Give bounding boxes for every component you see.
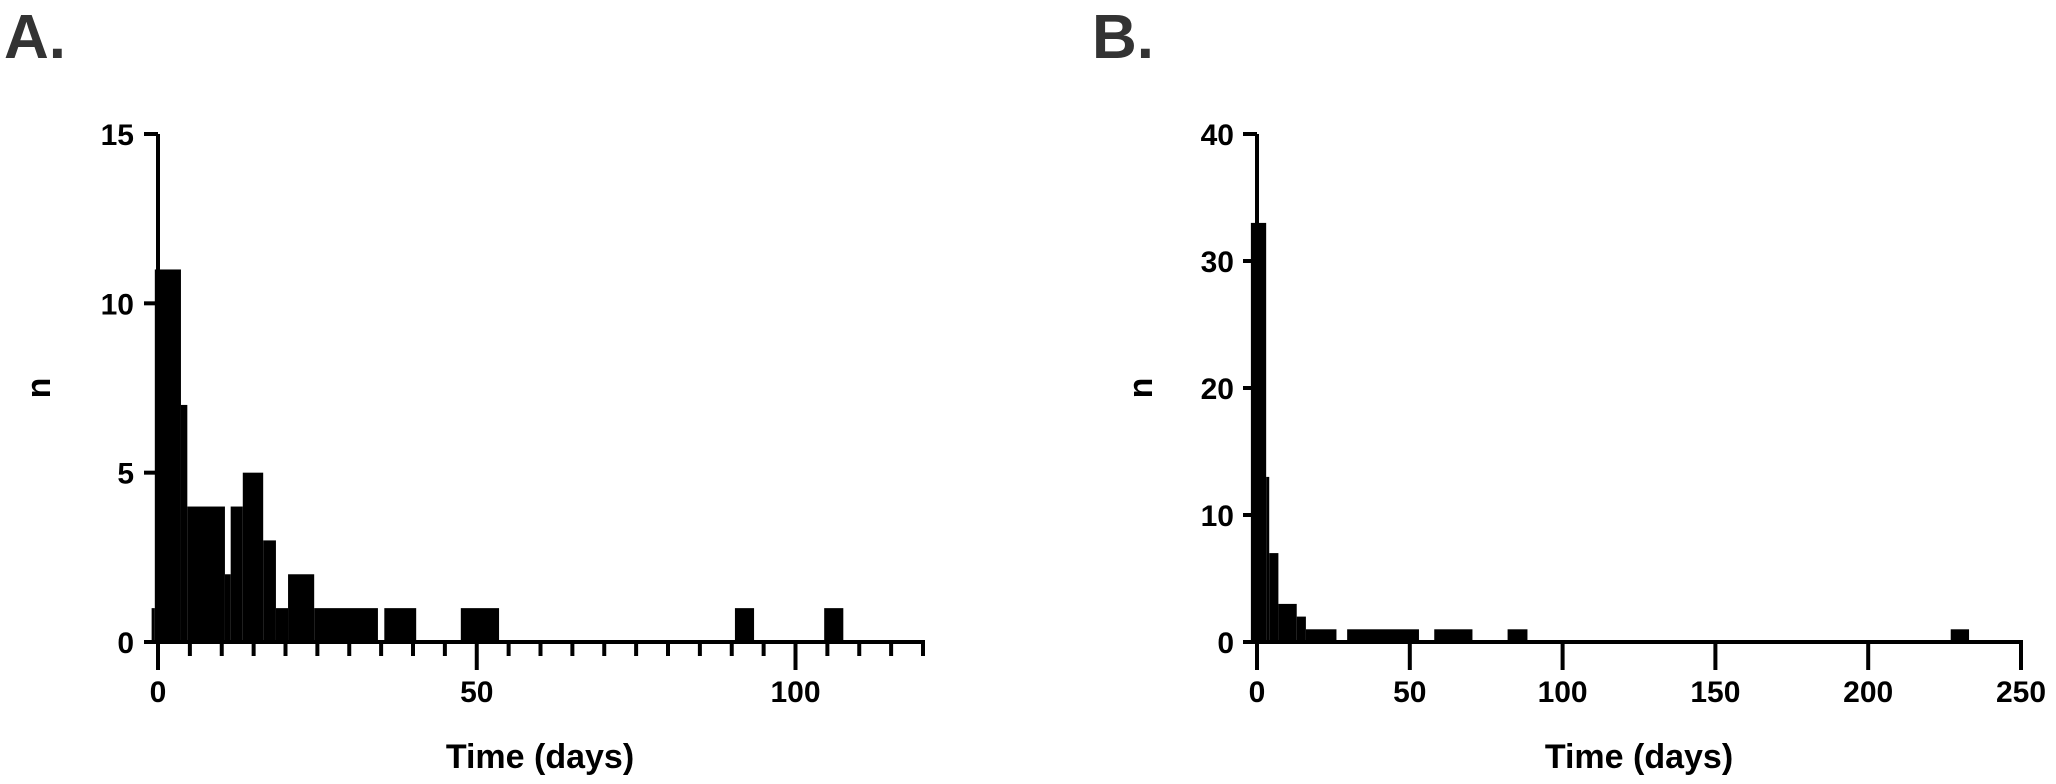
y-axis-title: n	[20, 378, 58, 399]
histogram-bar	[263, 540, 276, 642]
y-tick-label: 5	[117, 458, 134, 491]
x-tick-label: 250	[1996, 676, 2046, 709]
panel-a-time-histogram: A. 0 5 10 15 0 50 100 Time (days) n	[4, 3, 925, 776]
histogram-bar	[460, 608, 500, 642]
y-axis-title: n	[1122, 378, 1160, 399]
y-tick-label: 40	[1201, 119, 1234, 152]
histogram-bar	[242, 472, 264, 642]
y-tick-label: 20	[1201, 373, 1234, 406]
y-tick-label: 10	[101, 288, 134, 321]
x-tick-label: 0	[1249, 676, 1266, 709]
histogram-bar	[1434, 629, 1473, 642]
x-tick-label: 100	[770, 676, 820, 709]
histogram-bar	[1507, 629, 1528, 642]
x-axis-title: Time (days)	[1545, 738, 1733, 776]
y-tick-label: 15	[101, 119, 134, 152]
x-tick-label: 200	[1843, 676, 1893, 709]
x-tick-label: 50	[1393, 676, 1426, 709]
x-tick-label: 50	[460, 676, 493, 709]
x-tick-label: 0	[150, 676, 167, 709]
panel-b-time-histogram: B. 0 10 20 30 40 0 50 100 150 200 250 Time (days) n	[1092, 3, 2046, 776]
histogram-bar	[824, 608, 844, 642]
histogram-bar	[314, 608, 378, 642]
x-axis-title: Time (days)	[446, 738, 634, 776]
histogram-bar	[734, 608, 755, 642]
histogram-bar	[275, 608, 289, 642]
y-tick-label: 0	[1217, 627, 1234, 660]
histogram-bar	[1347, 629, 1419, 642]
panel-label: B.	[1092, 3, 1154, 72]
histogram-bar	[1296, 616, 1306, 642]
histogram-bar	[230, 506, 243, 642]
y-tick-label: 10	[1201, 500, 1234, 533]
x-tick-label: 100	[1538, 676, 1588, 709]
histogram-bar	[151, 608, 155, 642]
histogram-bar	[288, 574, 315, 642]
histogram-bar	[1305, 629, 1337, 642]
histogram-bar	[1278, 603, 1297, 642]
histogram-bar	[1950, 629, 1970, 642]
y-tick-label: 0	[117, 627, 134, 660]
histogram-bar	[384, 608, 417, 642]
histogram-bar	[180, 404, 188, 642]
histogram-bar	[187, 506, 225, 642]
histogram-bar	[224, 574, 231, 642]
histogram-bar	[1266, 476, 1270, 642]
histogram-bar	[1269, 553, 1279, 642]
x-tick-label: 150	[1690, 676, 1740, 709]
panel-label: A.	[4, 3, 66, 72]
y-tick-label: 30	[1201, 246, 1234, 279]
